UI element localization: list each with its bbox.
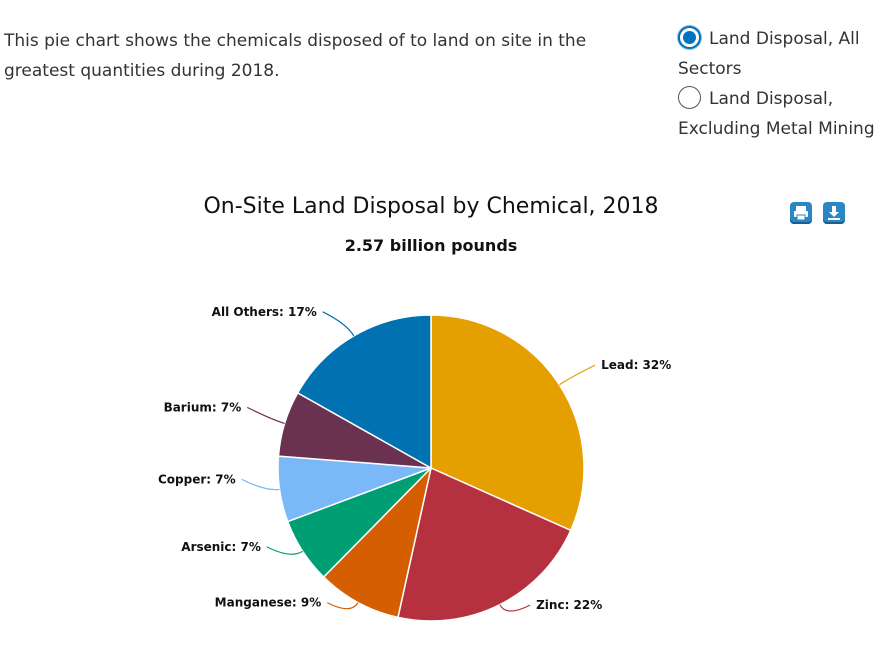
connector-barium — [246, 406, 285, 425]
data-label-manganese: Manganese: 9% — [215, 596, 322, 610]
radio-label-all-sectors[interactable]: Land Disposal, All Sectors — [678, 29, 860, 79]
download-button[interactable] — [823, 202, 845, 224]
radio-all-sectors[interactable]: Land Disposal, All Sectors — [678, 24, 878, 84]
chart-subtitle: 2.57 billion pounds — [344, 236, 518, 255]
chart-title: On-Site Land Disposal by Chemical, 2018 — [203, 194, 659, 219]
connector-zinc — [499, 604, 531, 612]
print-button[interactable] — [790, 202, 812, 224]
data-label-copper: Copper: 7% — [158, 472, 236, 486]
data-label-zinc: Zinc: 22% — [536, 598, 602, 612]
connector-lead — [559, 364, 596, 386]
pie-slice-zinc[interactable] — [397, 466, 572, 622]
data-label-all-others: All Others: 17% — [212, 305, 317, 319]
data-label-arsenic: Arsenic: 7% — [181, 540, 261, 554]
print-icon — [794, 206, 808, 221]
connector-manganese — [327, 602, 359, 610]
data-label-barium: Barium: 7% — [164, 400, 242, 414]
pie-slice-manganese[interactable] — [322, 465, 433, 619]
radio-button-checked[interactable] — [678, 26, 701, 49]
radio-button-unchecked[interactable] — [678, 86, 701, 109]
chart-container: On-Site Land Disposal by Chemical, 2018 … — [0, 180, 880, 660]
connector-arsenic — [266, 546, 303, 555]
download-icon — [828, 206, 840, 220]
data-label-lead: Lead: 32% — [601, 358, 671, 372]
pie-chart: Lead: 32% Zinc: 22% Manganese: 9% Arsenic: … — [158, 305, 671, 622]
connector-all-others — [322, 311, 355, 337]
radio-label-excluding-metal-mining[interactable]: Land Disposal, Excluding Metal Mining — [678, 89, 875, 139]
intro-text: This pie chart shows the chemicals dispo… — [4, 31, 587, 81]
dataset-radio-group: Land Disposal, All Sectors Land Disposal… — [678, 24, 878, 144]
connector-copper — [241, 478, 280, 491]
radio-excluding-metal-mining[interactable]: Land Disposal, Excluding Metal Mining — [678, 84, 878, 144]
